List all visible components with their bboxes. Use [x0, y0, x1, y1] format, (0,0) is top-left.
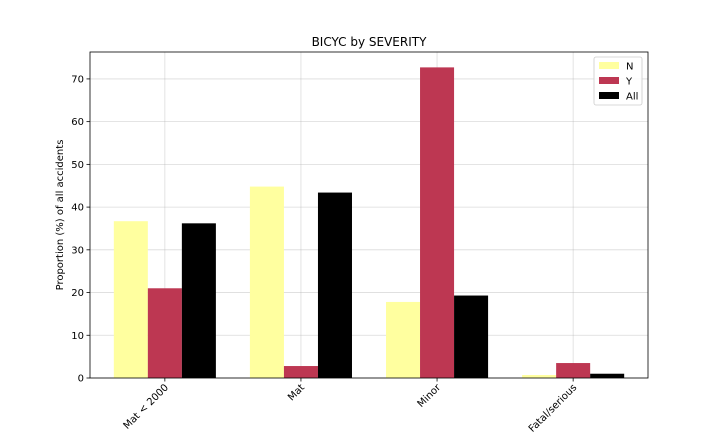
y-tick-label: 0	[78, 374, 84, 385]
bar-n-0	[113, 221, 148, 378]
legend-label-y: Y	[625, 77, 633, 88]
bar-n-2	[386, 301, 421, 378]
x-tick-label: Mat < 2000	[122, 382, 171, 431]
y-tick-label: 30	[71, 245, 84, 256]
bar-y-0	[147, 288, 182, 378]
bar-n-3	[522, 375, 557, 378]
y-tick-label: 20	[71, 288, 84, 299]
x-tick-label: Minor	[416, 382, 444, 410]
bar-all-2	[454, 295, 489, 378]
y-tick-label: 50	[71, 160, 84, 171]
y-tick-label: 10	[71, 331, 84, 342]
bars	[113, 67, 625, 379]
bar-n-1	[249, 186, 284, 378]
y-tick-label: 60	[71, 117, 84, 128]
y-tick-label: 40	[71, 203, 84, 214]
x-tick-label: Fatal/serious	[527, 382, 579, 432]
legend: NY All	[593, 56, 643, 106]
bar-y-3	[556, 363, 591, 378]
legend-label-all: All	[626, 92, 638, 103]
legend-swatch-all	[599, 92, 619, 99]
legend-label-n: N	[626, 62, 633, 73]
x-tick-label: Mat	[286, 382, 307, 403]
bar-y-2	[420, 67, 455, 379]
bar-all-0	[181, 223, 216, 378]
bar-all-1	[317, 192, 352, 378]
legend-swatch-y	[599, 77, 619, 84]
chart-title: BICYC by SEVERITY	[312, 35, 428, 49]
y-axis-label: Proportion (%) of all accidents	[55, 140, 66, 291]
bar-y-1	[283, 366, 318, 378]
bar-all-3	[590, 373, 625, 378]
plot-frame	[89, 51, 649, 379]
legend-swatch-n	[599, 62, 619, 69]
y-tick-label: 70	[71, 74, 84, 85]
